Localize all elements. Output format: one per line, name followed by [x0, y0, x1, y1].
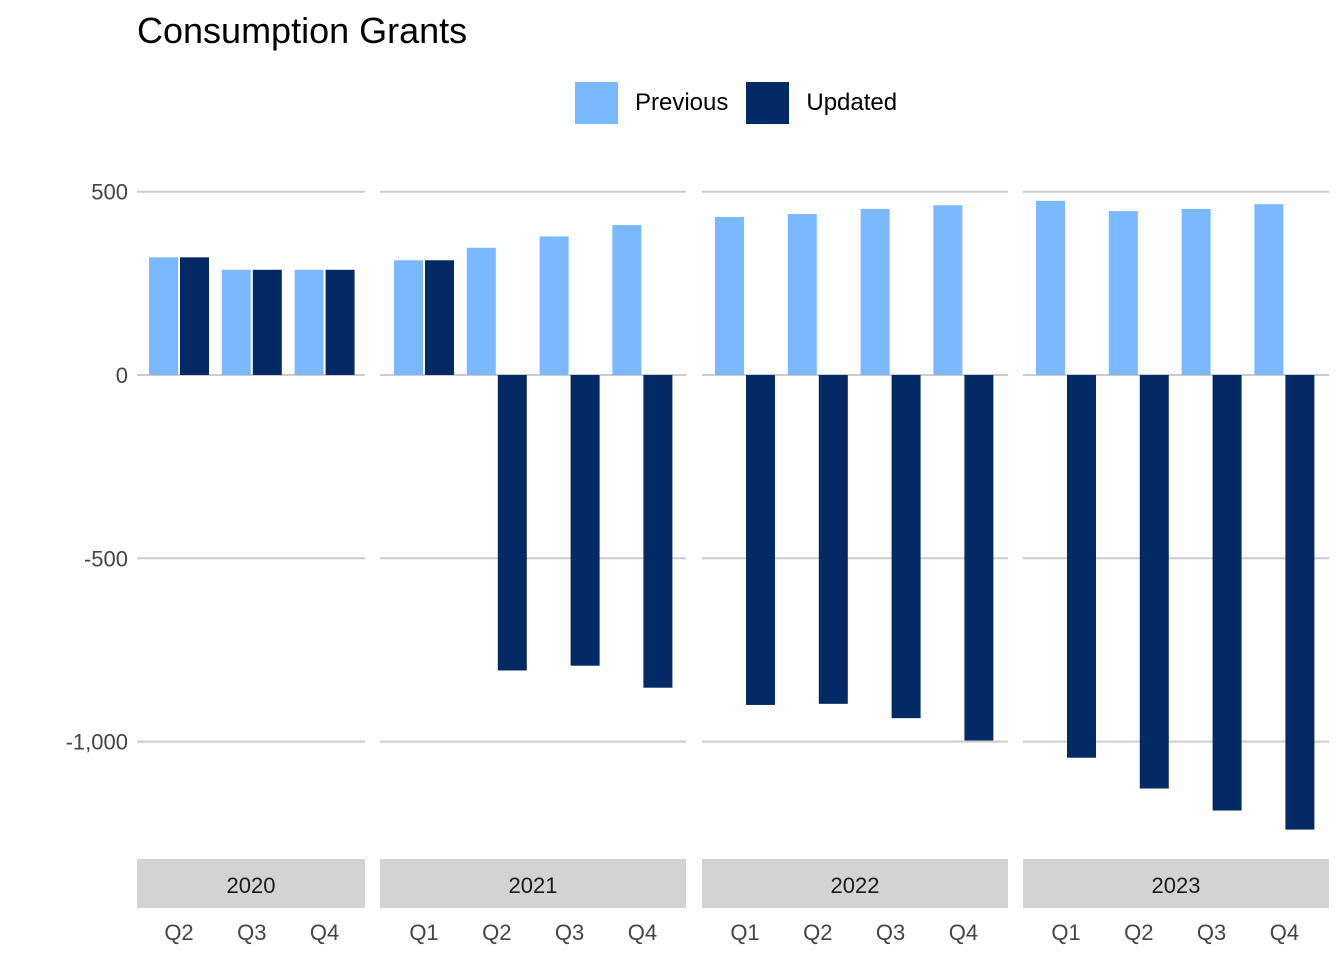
bar-updated-2020-Q2	[180, 257, 209, 375]
y-tick-label: -1,000	[66, 730, 128, 755]
y-tick-label: 0	[116, 363, 128, 388]
x-tick-label: Q4	[628, 920, 657, 945]
facet-strip-label: 2023	[1152, 873, 1201, 898]
bar-previous-2022-Q1	[715, 216, 744, 375]
bar-previous-2020-Q2	[149, 257, 178, 375]
facet-strip-2023	[1023, 859, 1329, 908]
legend-label-previous: Previous	[635, 89, 729, 116]
bar-updated-2022-Q3	[891, 375, 921, 719]
legend: Previous Updated	[575, 82, 915, 124]
bar-updated-2021-Q2	[497, 375, 527, 671]
bar-previous-2021-Q1	[394, 260, 423, 375]
x-tick-label: Q2	[482, 920, 511, 945]
bar-previous-2021-Q2	[466, 247, 496, 375]
bar-updated-2023-Q1	[1067, 375, 1096, 758]
x-tick-label: Q4	[949, 920, 978, 945]
bar-previous-2023-Q1	[1036, 200, 1065, 375]
bar-updated-2022-Q2	[818, 375, 848, 704]
x-tick-label: Q3	[237, 920, 266, 945]
legend-swatch-updated	[746, 82, 790, 124]
bar-updated-2020-Q4	[325, 269, 355, 375]
facet-strip-label: 2020	[227, 873, 276, 898]
bar-previous-2023-Q3	[1181, 208, 1211, 375]
bar-previous-2020-Q3	[221, 269, 251, 375]
bar-previous-2023-Q4	[1254, 204, 1284, 375]
bar-previous-2023-Q2	[1108, 211, 1138, 375]
bar-updated-2023-Q2	[1139, 375, 1169, 789]
bar-updated-2021-Q4	[643, 375, 673, 688]
bar-updated-2023-Q3	[1212, 375, 1242, 811]
bar-updated-2022-Q1	[746, 375, 775, 705]
x-tick-label: Q1	[1051, 920, 1080, 945]
facet-strip-2022	[702, 859, 1008, 908]
bar-previous-2022-Q2	[787, 214, 817, 375]
bar-updated-2023-Q4	[1285, 375, 1315, 830]
bar-updated-2020-Q3	[252, 269, 282, 375]
bar-updated-2022-Q4	[964, 375, 994, 741]
bar-previous-2022-Q3	[860, 208, 890, 375]
x-tick-label: Q2	[803, 920, 832, 945]
x-tick-label: Q2	[164, 920, 193, 945]
facet-strip-label: 2022	[831, 873, 880, 898]
x-tick-label: Q3	[555, 920, 584, 945]
legend-item-updated: Updated	[746, 82, 897, 124]
x-tick-label: Q4	[310, 920, 339, 945]
bar-previous-2022-Q4	[933, 205, 963, 375]
legend-label-updated: Updated	[806, 89, 898, 116]
y-tick-label: -500	[84, 546, 128, 571]
bar-previous-2021-Q3	[539, 236, 569, 375]
chart-title: Consumption Grants	[137, 10, 468, 51]
bar-updated-2021-Q3	[570, 375, 600, 666]
legend-item-previous: Previous	[575, 82, 728, 124]
x-tick-label: Q2	[1124, 920, 1153, 945]
bar-previous-2020-Q4	[294, 269, 324, 375]
facet-strip-2020	[137, 859, 365, 908]
facet-strip-2021	[380, 859, 686, 908]
x-tick-label: Q3	[876, 920, 905, 945]
y-tick-label: 500	[91, 180, 128, 205]
x-tick-label: Q1	[730, 920, 759, 945]
legend-swatch-previous	[575, 82, 618, 124]
bar-previous-2021-Q4	[612, 225, 642, 375]
x-tick-label: Q4	[1270, 920, 1299, 945]
x-tick-label: Q1	[409, 920, 438, 945]
bar-updated-2021-Q1	[425, 260, 454, 375]
facet-strip-label: 2021	[509, 873, 558, 898]
x-tick-label: Q3	[1197, 920, 1226, 945]
